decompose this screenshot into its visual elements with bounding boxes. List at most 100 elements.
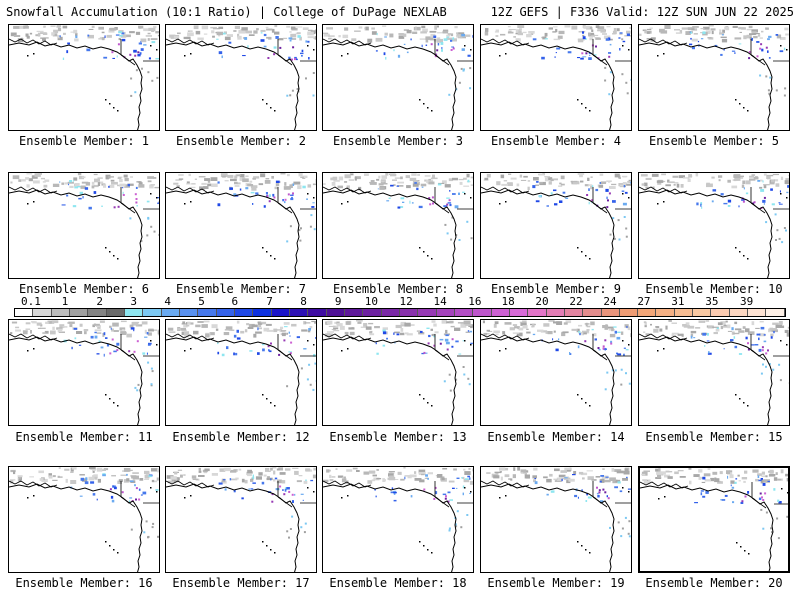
snow-gray-cell xyxy=(108,184,115,188)
snow-gray-cell xyxy=(458,178,464,181)
snow-blue-cell xyxy=(79,495,83,497)
snow-blue-cell xyxy=(305,479,307,481)
snow-blue-cell xyxy=(275,36,279,39)
island xyxy=(341,203,343,205)
island xyxy=(739,251,741,253)
snow-blue-cell xyxy=(248,488,250,490)
snow-gray-cell xyxy=(431,320,436,323)
member-map-panel xyxy=(638,172,790,279)
snow-blue-cell xyxy=(263,205,266,208)
snow-gray-cell xyxy=(117,480,122,484)
snow-blue-cell xyxy=(244,37,248,40)
snow-blue-cell xyxy=(745,192,749,195)
snow-blue-cell xyxy=(222,32,226,35)
member-caption: Ensemble Member: 8 xyxy=(332,282,464,296)
snow-gray-cell xyxy=(26,173,33,175)
snow-blue-cell xyxy=(121,32,125,35)
snow-light-cell xyxy=(134,386,137,389)
snow-gray-cell xyxy=(533,479,536,483)
snow-blue-cell xyxy=(224,488,227,491)
snow-blue-cell xyxy=(403,43,406,45)
snow-gray-cell xyxy=(493,330,500,333)
island xyxy=(117,110,119,112)
snow-gray-cell xyxy=(681,333,684,337)
snow-gray-cell xyxy=(265,178,270,180)
member-caption: Ensemble Member: 16 xyxy=(15,576,153,590)
snow-gray-cell xyxy=(503,180,508,182)
snow-light-cell xyxy=(137,383,140,386)
snow-light-cell xyxy=(624,516,627,519)
snow-gray-cell xyxy=(332,325,339,329)
colorbar-label: 18 xyxy=(501,295,515,308)
snow-blue-cell xyxy=(621,190,625,192)
snow-gray-cell xyxy=(234,181,238,185)
snow-gray-cell xyxy=(720,321,726,325)
snow-light-cell xyxy=(620,535,623,538)
island xyxy=(109,398,111,400)
snow-gray-cell xyxy=(277,38,284,41)
snow-light-cell xyxy=(312,94,315,97)
snow-gray-cell xyxy=(97,182,101,186)
snow-gray-cell xyxy=(547,177,553,181)
snow-blue-cell xyxy=(610,340,613,344)
snow-gray-cell xyxy=(443,333,450,336)
snow-blue-cell xyxy=(308,328,311,331)
snow-gray-cell xyxy=(130,475,137,477)
island xyxy=(184,55,186,57)
snow-gray-cell xyxy=(708,25,714,27)
island xyxy=(347,201,349,203)
snow-gray-cell xyxy=(203,320,210,323)
snow-gray-cell xyxy=(268,470,271,472)
island xyxy=(184,203,186,205)
snow-blue-cell xyxy=(622,40,626,43)
snow-gray-cell xyxy=(231,478,238,481)
colorbar-swatch xyxy=(601,309,620,316)
island xyxy=(307,193,309,195)
snow-gray-cell xyxy=(48,475,53,479)
snow-blue-cell xyxy=(229,187,233,190)
snow-gray-cell xyxy=(287,174,290,177)
snow-gray-cell xyxy=(528,31,535,34)
snow-blue-cell xyxy=(146,200,150,203)
snow-gray-cell xyxy=(245,175,249,177)
snow-blue-cell xyxy=(731,327,734,331)
snow-gray-cell xyxy=(659,328,663,332)
snow-gray-cell xyxy=(368,470,376,474)
snow-blue-cell xyxy=(747,491,750,494)
snow-gray-cell xyxy=(170,36,177,39)
island xyxy=(589,552,591,554)
snow-gray-cell xyxy=(739,27,745,29)
island xyxy=(347,53,349,55)
island xyxy=(622,193,624,195)
island xyxy=(735,99,737,101)
snow-gray-cell xyxy=(314,30,316,34)
snow-light-cell xyxy=(784,87,787,90)
snow-gray-cell xyxy=(598,184,604,188)
colorbar-label: 12 xyxy=(399,295,413,308)
island xyxy=(270,107,272,109)
snow-gray-cell xyxy=(77,173,82,176)
coastline xyxy=(166,480,215,488)
snow-gray-cell xyxy=(147,38,150,41)
snow-blue-cell xyxy=(758,337,760,341)
snow-gray-cell xyxy=(76,331,83,334)
snow-gray-cell xyxy=(495,333,499,335)
snow-gray-cell xyxy=(71,467,77,470)
country-border xyxy=(434,334,473,361)
snow-gray-cell xyxy=(739,31,742,33)
snow-gray-cell xyxy=(733,178,737,182)
snow-light-cell xyxy=(609,71,612,74)
snow-gray-cell xyxy=(118,479,123,482)
snow-blue-cell xyxy=(775,34,779,36)
snow-gray-cell xyxy=(251,324,258,328)
colorbar-label: 39 xyxy=(740,295,754,308)
snow-gray-cell xyxy=(323,183,326,185)
snow-gray-cell xyxy=(769,469,774,474)
snow-gray-cell xyxy=(404,322,411,327)
island xyxy=(663,348,665,350)
island xyxy=(419,541,421,543)
snow-gray-cell xyxy=(216,31,223,36)
snow-blue-cell xyxy=(723,48,725,51)
snow-light-cell xyxy=(625,235,628,238)
country-border xyxy=(120,39,159,66)
